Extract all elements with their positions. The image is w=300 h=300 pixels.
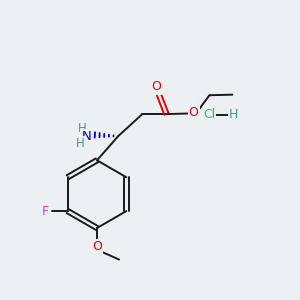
Text: H: H — [76, 137, 84, 150]
Text: O: O — [92, 240, 102, 253]
Text: F: F — [41, 205, 49, 218]
Text: Cl: Cl — [203, 108, 215, 121]
Text: O: O — [189, 106, 199, 119]
Text: O: O — [151, 80, 161, 94]
Text: N: N — [82, 130, 91, 143]
Text: H: H — [229, 108, 239, 121]
Text: H: H — [78, 122, 86, 135]
